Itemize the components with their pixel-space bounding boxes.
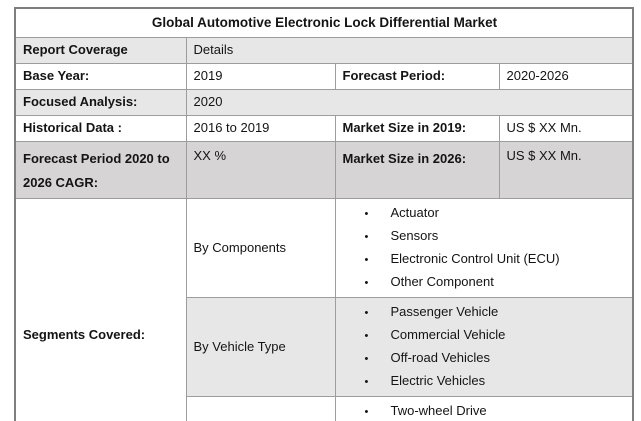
bullet-item-label: Electronic Control Unit (ECU): [390, 251, 560, 266]
vehicle-bullets-cell: • Passenger Vehicle • Commercial Vehicle • Of…: [334, 297, 634, 397]
market-size-2026-value: US $ XX Mn.: [498, 141, 634, 199]
bullet-item: • Commercial Vehicle: [365, 324, 627, 347]
table-title: Global Automotive Electronic Lock Differ…: [14, 7, 634, 38]
focused-analysis-label: Focused Analysis:: [14, 89, 187, 116]
bullet-item-label: Sensors: [390, 228, 439, 243]
base-year-value: 2019: [185, 63, 336, 90]
segments-covered-label: Segments Covered:: [14, 198, 187, 421]
row-historical-data: Historical Data : 2016 to 2019 Market Si…: [14, 115, 634, 142]
market-size-2019-value: US $ XX Mn.: [498, 115, 634, 142]
row-segments-vehicle: By Vehicle Type • Passenger Vehicle • Comme…: [15, 297, 634, 397]
bullet-item: • Electric Vehicles: [365, 370, 627, 393]
bullet-icon: •: [364, 330, 369, 342]
bullet-item-label: Passenger Vehicle: [390, 304, 499, 319]
vehicle-bullet-list: • Passenger Vehicle • Commercial Vehicle • Of…: [343, 301, 627, 393]
bullet-icon: •: [364, 376, 369, 388]
bullet-icon: •: [364, 208, 369, 220]
market-size-2026-label: Market Size in 2026:: [334, 141, 500, 199]
report-coverage-value: Details: [185, 37, 634, 64]
bullet-item: • Passenger Vehicle: [365, 301, 627, 324]
bullet-icon: •: [364, 406, 369, 418]
components-bullet-list: • Actuator • Sensors • Electronic Control Uni…: [343, 202, 627, 294]
base-year-label: Base Year:: [14, 63, 187, 90]
bullet-item: • Actuator: [365, 202, 627, 225]
components-bullets-cell: • Actuator • Sensors • Electronic Control Uni…: [334, 198, 634, 298]
drive-bullet-list: •Two-wheel Drive•Four-wheel Drive•Other …: [343, 400, 627, 421]
bullet-item-label: Commercial Vehicle: [390, 327, 506, 342]
row-segments-components: Segments Covered: By Components • Actuato…: [14, 198, 634, 421]
forecast-period-value: 2020-2026: [498, 63, 634, 90]
historical-data-label: Historical Data :: [14, 115, 187, 142]
bullet-icon: •: [364, 307, 369, 319]
row-forecast-cagr: Forecast Period 2020 to 2026 CAGR: XX % …: [14, 141, 634, 199]
table-title-row: Global Automotive Electronic Lock Differ…: [14, 7, 634, 38]
segment-group-drive-type: By Drive Type: [185, 396, 336, 421]
row-segments-drive: By Drive Type •Two-wheel Drive•Four-whee…: [15, 396, 634, 421]
bullet-icon: •: [364, 353, 369, 365]
bullet-icon: •: [364, 277, 369, 289]
forecast-period-label: Forecast Period:: [334, 63, 500, 90]
historical-data-value: 2016 to 2019: [185, 115, 336, 142]
bullet-item: • Electronic Control Unit (ECU): [365, 248, 627, 271]
row-report-coverage: Report Coverage Details: [14, 37, 634, 64]
bullet-item-label: Actuator: [390, 205, 439, 220]
bullet-icon: •: [364, 254, 369, 266]
segment-group-components: By Components: [185, 198, 336, 298]
row-focused-analysis: Focused Analysis: 2020: [14, 89, 634, 116]
report-coverage-label: Report Coverage: [14, 37, 187, 64]
bullet-item-label: Other Component: [390, 274, 494, 289]
market-size-2019-label: Market Size in 2019:: [334, 115, 500, 142]
bullet-item: • Off-road Vehicles: [365, 347, 627, 370]
report-coverage-table: Global Automotive Electronic Lock Differ…: [14, 7, 635, 421]
bullet-item: • Two-wheel Drive: [365, 400, 627, 421]
bullet-item-label: Two-wheel Drive: [390, 403, 487, 418]
bullet-item-label: Off-road Vehicles: [390, 350, 490, 365]
forecast-cagr-value: XX %: [185, 141, 336, 199]
drive-bullets-cell: •Two-wheel Drive•Four-wheel Drive•Other …: [334, 396, 634, 421]
segment-group-vehicle-type: By Vehicle Type: [185, 297, 336, 397]
bullet-icon: •: [364, 231, 369, 243]
bullet-item: • Other Component: [365, 271, 627, 294]
bullet-item: • Sensors: [365, 225, 627, 248]
row-base-year: Base Year: 2019 Forecast Period: 2020-20…: [14, 63, 634, 90]
bullet-item-label: Electric Vehicles: [390, 373, 486, 388]
forecast-cagr-label: Forecast Period 2020 to 2026 CAGR:: [14, 141, 187, 199]
focused-analysis-value: 2020: [185, 89, 634, 116]
